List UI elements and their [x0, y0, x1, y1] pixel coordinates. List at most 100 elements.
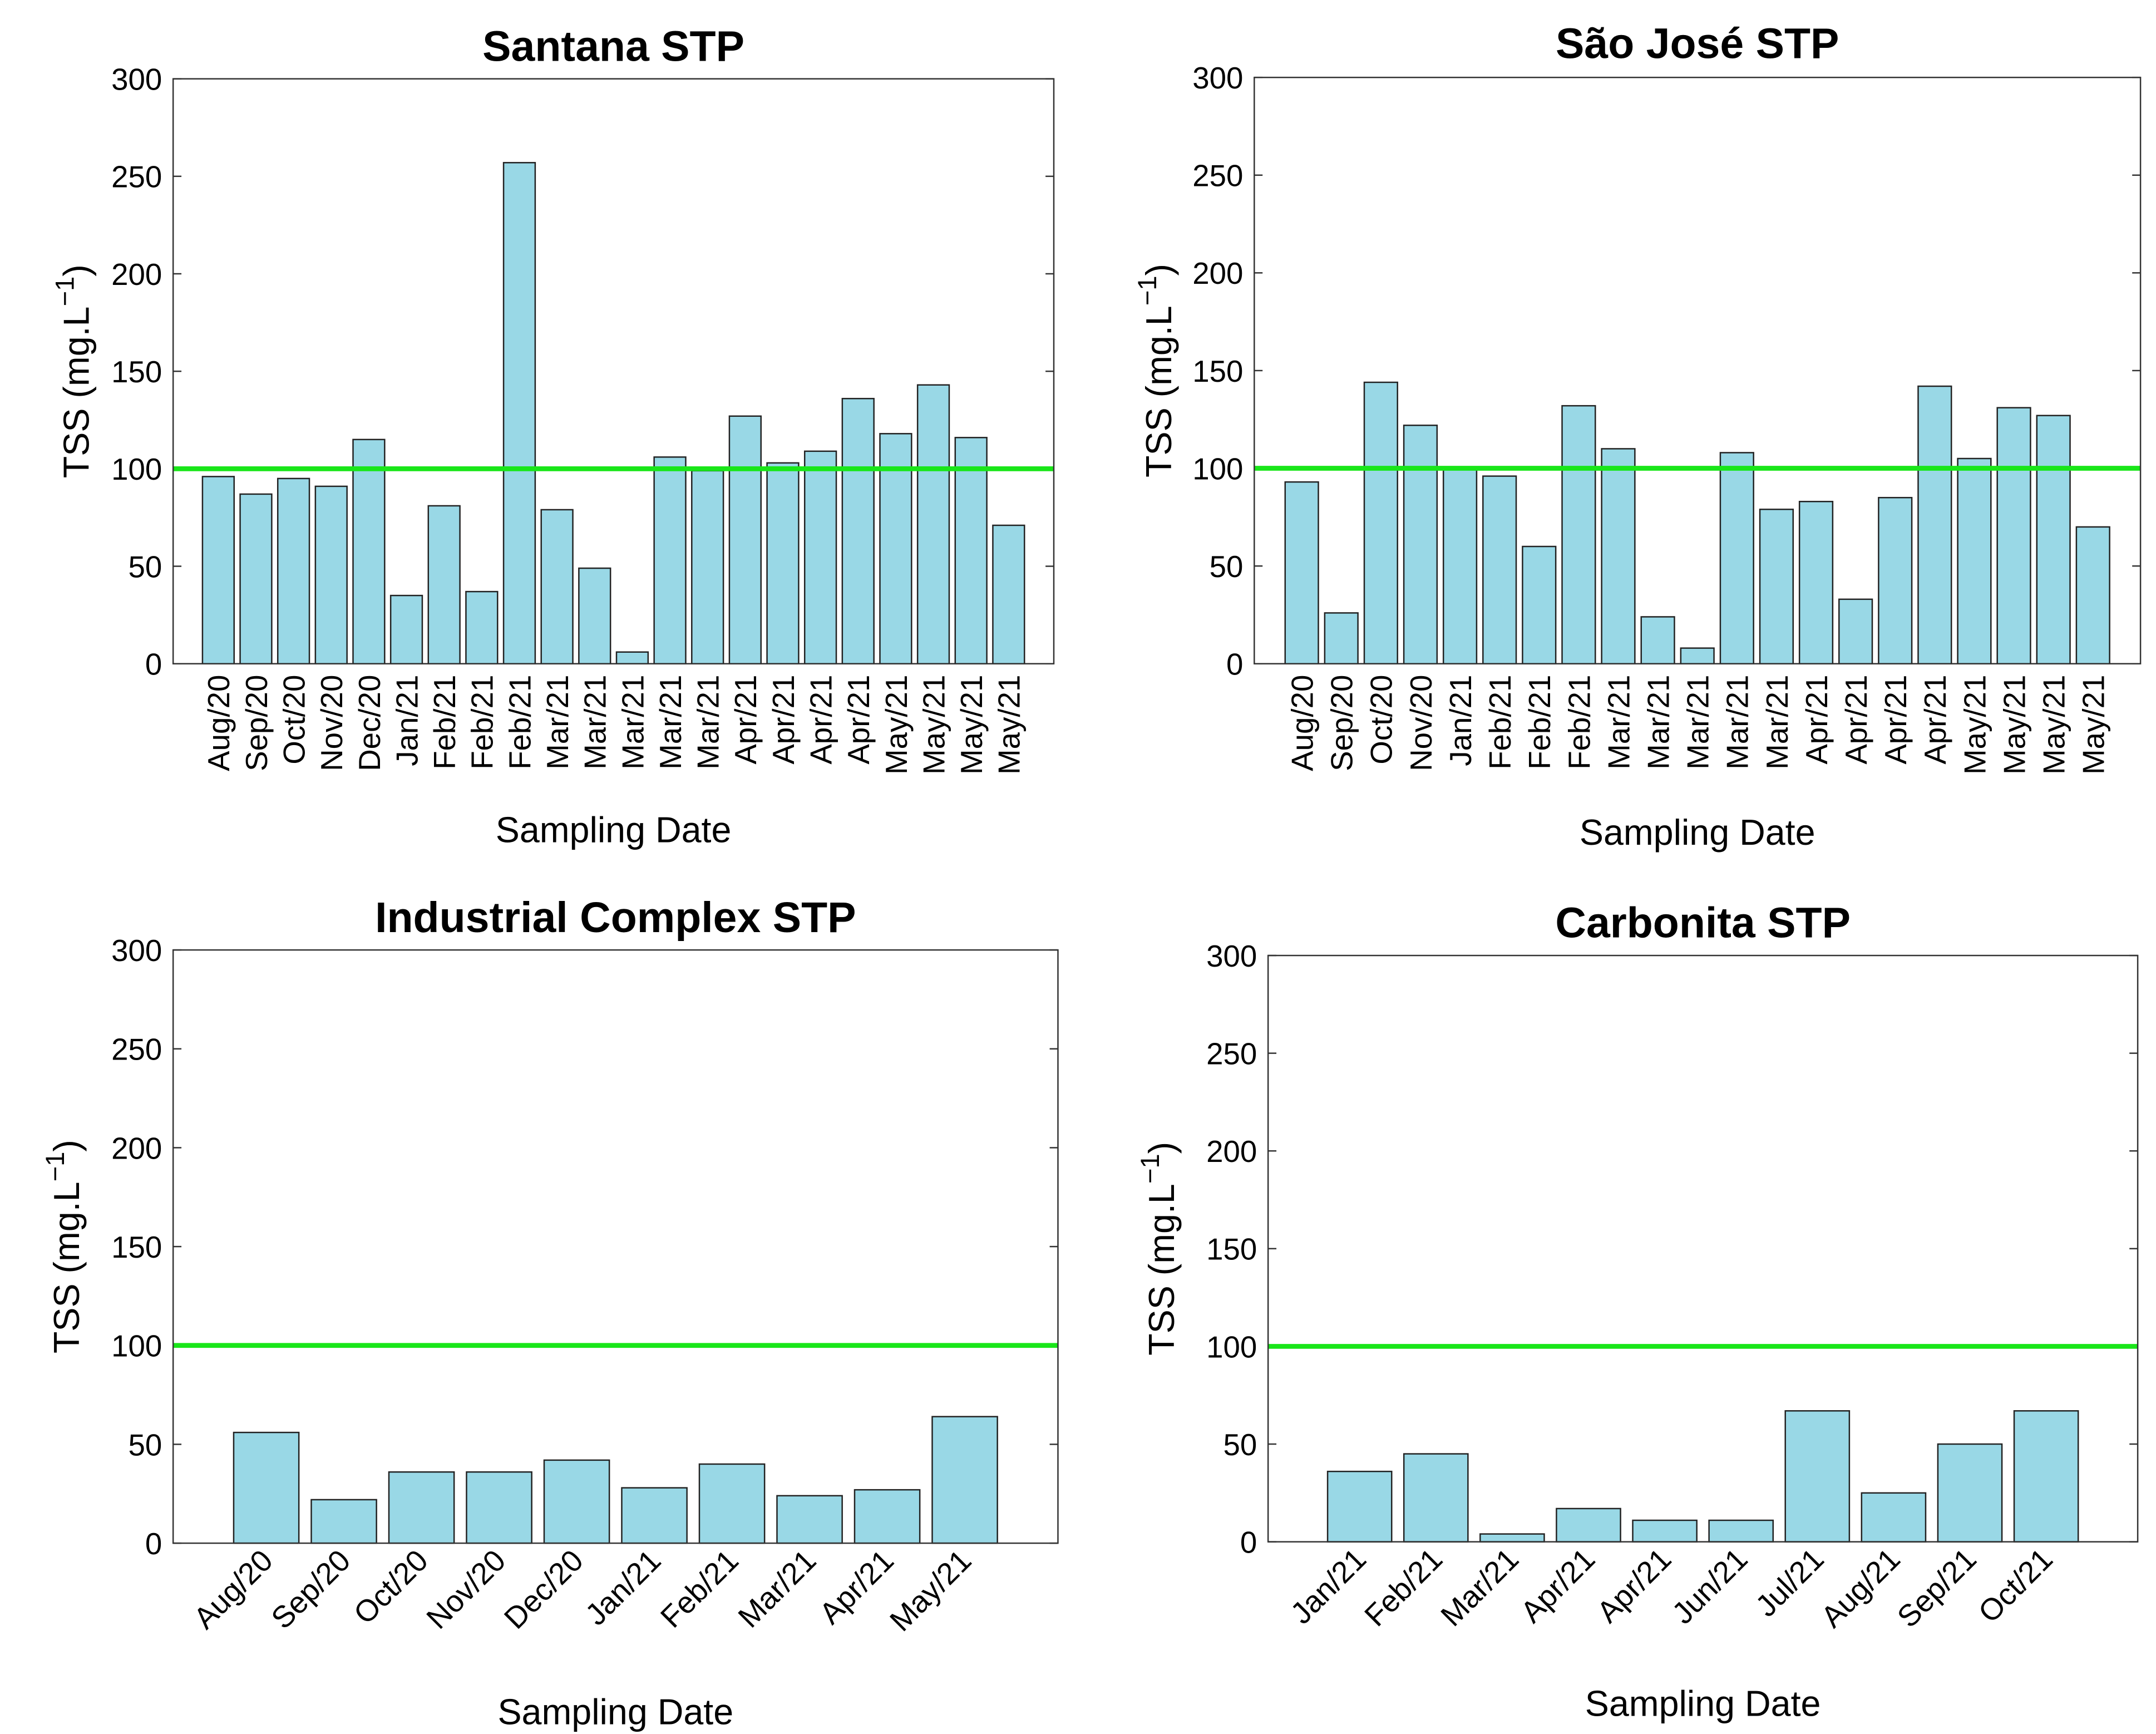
x-tick-label: Oct/21	[1972, 1542, 2059, 1629]
y-axis-label: TSS (mg.L−1)	[41, 1140, 87, 1353]
bar	[201, 476, 235, 664]
x-axis-label: Sampling Date	[497, 1692, 733, 1732]
x-tick-label: May/21	[884, 1543, 978, 1638]
x-tick-label: Mar/21	[1434, 1542, 1525, 1633]
bar	[578, 567, 611, 664]
y-tick-label: 50	[128, 1428, 162, 1462]
x-tick-label: Feb/21	[1483, 675, 1517, 770]
bar	[1561, 405, 1596, 664]
y-axis-label-part: TSS (mg.L	[57, 307, 97, 479]
bar	[1640, 616, 1675, 664]
bar	[653, 456, 687, 664]
bar	[1996, 407, 2031, 664]
y-tick-label: 100	[111, 1329, 162, 1363]
x-tick-label: May/21	[2077, 675, 2111, 775]
plot-frame	[1254, 76, 2142, 664]
y-axis-label: TSS (mg.L−1)	[50, 264, 96, 478]
chart-title: São José STP	[1556, 19, 1839, 67]
x-tick-label: Feb/21	[428, 675, 462, 770]
y-tick-label: 0	[145, 648, 162, 682]
x-tick-label: Apr/21	[1879, 675, 1913, 765]
bar	[1522, 545, 1557, 664]
x-tick-label: Apr/21	[1918, 675, 1952, 765]
x-tick-label: May/21	[1958, 675, 1992, 775]
bar	[621, 1487, 688, 1544]
chart-title: Industrial Complex STP	[375, 894, 856, 942]
x-tick-label: Aug/20	[202, 675, 236, 771]
y-axis-label-part: −1	[41, 1152, 70, 1182]
x-tick-label: Mar/21	[1641, 675, 1675, 770]
x-tick-label: Jan/21	[1284, 1542, 1373, 1630]
x-tick-label: Sep/21	[1891, 1542, 1983, 1634]
x-tick-label: Mar/21	[1721, 675, 1755, 770]
y-tick-label: 0	[145, 1527, 162, 1561]
plot-frame	[1267, 954, 2139, 1543]
x-tick-label: Feb/21	[466, 675, 500, 770]
chart-title: Carbonita STP	[1555, 899, 1851, 947]
x-tick-label: Oct/20	[347, 1543, 435, 1630]
bar	[465, 590, 499, 664]
x-tick-label: Mar/21	[1681, 675, 1715, 770]
x-tick-label: May/21	[1997, 675, 2031, 775]
bar	[1324, 612, 1359, 664]
x-tick-label: Apr/21	[1839, 675, 1873, 765]
y-tick-label: 150	[1206, 1233, 1257, 1267]
y-tick-label: 200	[111, 258, 162, 292]
bar	[466, 1471, 532, 1544]
y-axis-label-part: )	[57, 264, 97, 277]
y-tick-label: 200	[111, 1131, 162, 1165]
y-tick-label: 150	[1192, 354, 1243, 388]
x-tick-label: Apr/21	[729, 675, 763, 765]
bar	[1326, 1470, 1393, 1543]
y-tick-label: 250	[1206, 1037, 1257, 1071]
y-tick-label: 200	[1192, 257, 1243, 290]
bar	[1759, 509, 1794, 664]
bar	[233, 1431, 300, 1544]
x-tick-label: Jan/21	[579, 1543, 667, 1632]
x-tick-label: Apr/21	[767, 675, 801, 765]
x-tick-label: Jun/21	[1665, 1542, 1754, 1630]
bar	[388, 1471, 455, 1544]
x-tick-label: Aug/20	[1286, 675, 1320, 771]
x-tick-label: Apr/21	[1590, 1542, 1678, 1629]
x-tick-label: May/21	[955, 675, 989, 775]
bar	[698, 1463, 766, 1544]
x-tick-label: Apr/21	[1800, 675, 1834, 765]
bar	[352, 439, 386, 664]
y-tick-label: 300	[1192, 61, 1243, 95]
bar	[502, 162, 536, 664]
subplot: Aug/20 Sep/20 Oct/20 Nov/20 Jan/21 Feb/21 Feb/…	[1133, 19, 2142, 853]
y-tick-label: 200	[1206, 1135, 1257, 1169]
bar	[1937, 1443, 2003, 1543]
y-tick-label: 300	[111, 63, 162, 97]
x-tick-label: Mar/21	[692, 675, 726, 770]
y-tick-label: 50	[128, 550, 162, 584]
bar	[1363, 381, 1398, 664]
x-tick-label: Apr/21	[1514, 1542, 1601, 1629]
x-tick-label: Nov/20	[420, 1543, 512, 1636]
x-tick-label: Jan/21	[390, 675, 424, 766]
x-tick-label: Oct/20	[1365, 675, 1399, 765]
x-tick-label: Dec/20	[497, 1543, 590, 1636]
bar	[853, 1489, 921, 1544]
bar	[931, 1416, 998, 1544]
bar	[2013, 1410, 2079, 1543]
y-axis-label-part: −1	[50, 277, 80, 307]
subplot: Aug/20Sep/20Oct/20Nov/20Dec/20Jan/21Feb/…	[41, 894, 1059, 1732]
bar	[427, 505, 461, 664]
x-tick-label: May/21	[917, 675, 951, 775]
y-axis-label-part: TSS (mg.L	[1142, 1184, 1182, 1356]
x-tick-label: May/21	[880, 675, 914, 775]
x-tick-label: Apr/21	[805, 675, 838, 765]
bar	[1632, 1519, 1698, 1543]
y-tick-label: 100	[111, 452, 162, 486]
bar	[1708, 1519, 1774, 1543]
bar	[615, 651, 649, 664]
bar	[728, 415, 762, 664]
chart-title: Santana STP	[482, 22, 744, 70]
bar	[1861, 1492, 1927, 1543]
x-tick-label: Feb/21	[654, 1543, 744, 1634]
x-tick-label: Feb/21	[1523, 675, 1557, 770]
bar	[1917, 385, 1952, 664]
